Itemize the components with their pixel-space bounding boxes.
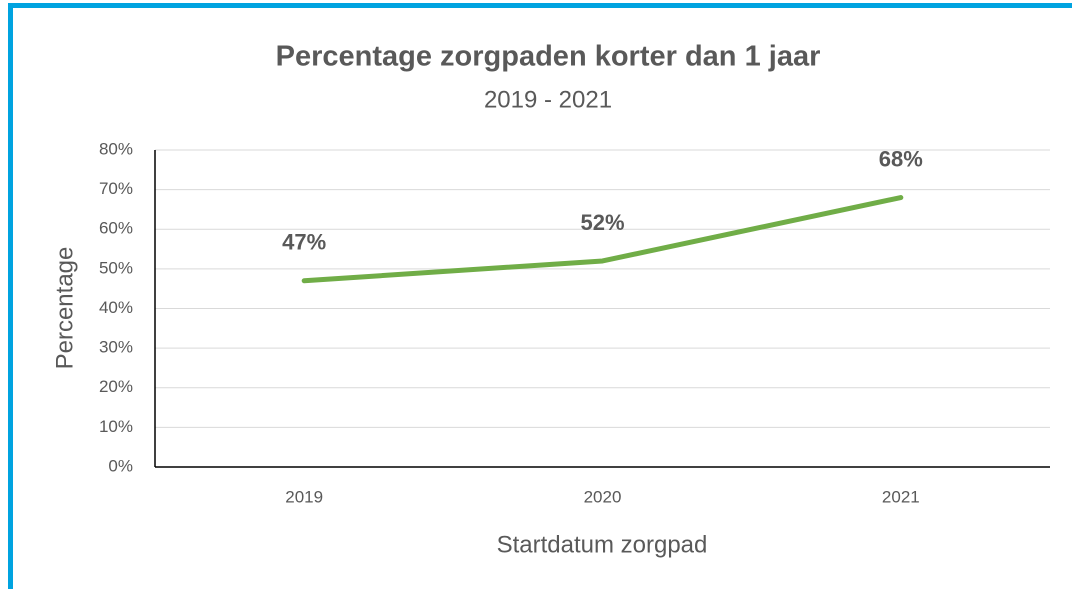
y-tick-label: 80% (99, 139, 133, 158)
x-axis-label: Startdatum zorgpad (497, 531, 708, 558)
y-tick-label: 20% (99, 377, 133, 396)
y-tick-label: 0% (108, 456, 133, 475)
x-tick-label: 2019 (285, 487, 323, 506)
y-tick-label: 40% (99, 298, 133, 317)
y-tick-label: 10% (99, 417, 133, 436)
frame-top (8, 3, 1072, 8)
x-tick-label: 2021 (882, 487, 920, 506)
y-axis-label: Percentage (51, 247, 78, 370)
y-tick-label: 50% (99, 258, 133, 277)
y-tick-label: 70% (99, 179, 133, 198)
data-line (301, 195, 904, 284)
y-tick-label: 60% (99, 219, 133, 238)
x-tick-label: 2020 (584, 487, 622, 506)
chart-subtitle: 2019 - 2021 (484, 86, 612, 113)
y-tick-label: 30% (99, 338, 133, 357)
frame-left (8, 3, 13, 589)
data-label: 47% (282, 230, 326, 255)
chart-title: Percentage zorgpaden korter dan 1 jaar (276, 41, 821, 73)
data-label: 52% (580, 210, 624, 235)
data-label: 68% (879, 146, 923, 171)
